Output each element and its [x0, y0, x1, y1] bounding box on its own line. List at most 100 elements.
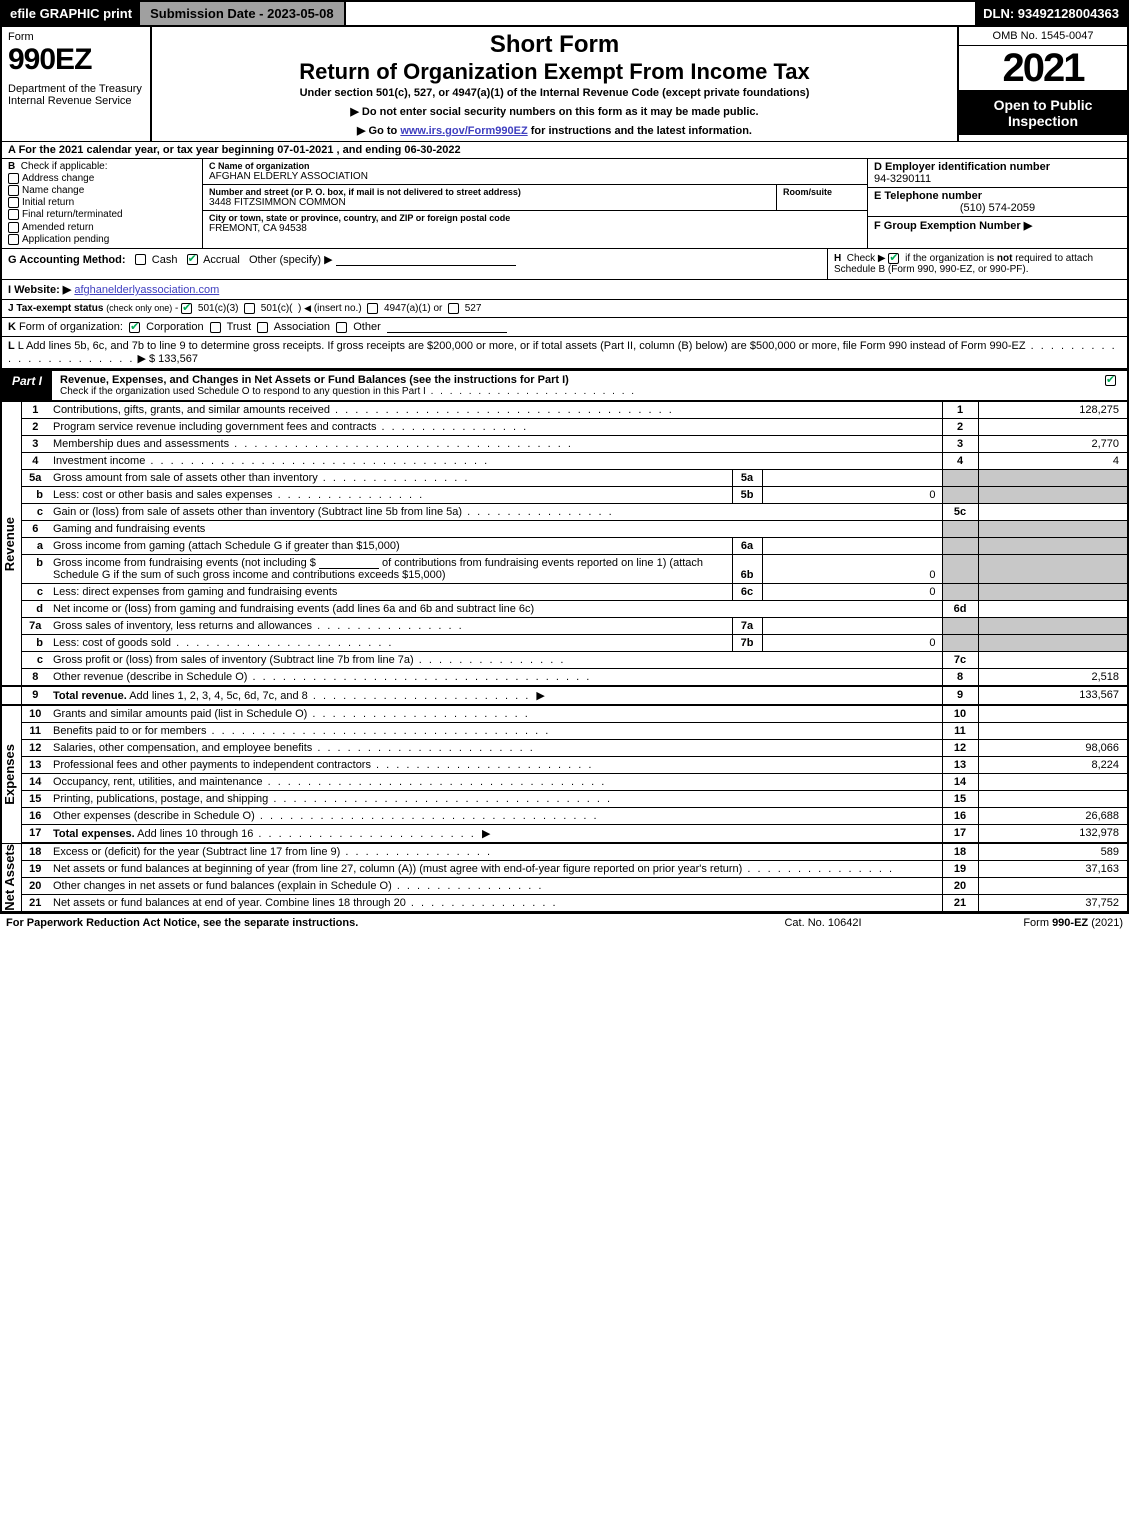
right-num-shade: [942, 635, 978, 652]
accounting-method: G Accounting Method: Cash Accrual Other …: [2, 249, 827, 279]
dln-label: DLN: 93492128004363: [975, 2, 1127, 25]
dots-icon: [273, 489, 425, 501]
right-val: [978, 774, 1128, 791]
org-name: AFGHAN ELDERLY ASSOCIATION: [209, 171, 861, 182]
checkbox-icon[interactable]: [336, 322, 347, 333]
checkbox-checked-icon[interactable]: [1105, 375, 1116, 386]
desc-text: Less: cost of goods sold: [53, 637, 171, 649]
inbox-value: [762, 618, 942, 635]
website-link[interactable]: afghanelderlyassociation.com: [74, 284, 219, 296]
department-label: Department of the Treasury Internal Reve…: [8, 83, 144, 107]
desc-text: Other revenue (describe in Schedule O): [53, 671, 247, 683]
checkbox-icon[interactable]: [135, 254, 146, 265]
checkbox-icon[interactable]: [210, 322, 221, 333]
line-6c: c Less: direct expenses from gaming and …: [1, 584, 1128, 601]
checkbox-checked-icon[interactable]: [181, 303, 192, 314]
dots-icon: [376, 421, 528, 433]
right-val: 133,567: [978, 686, 1128, 705]
form-word: Form: [8, 31, 144, 43]
row-i-website: I Website: ▶ afghanelderlyassociation.co…: [0, 279, 1129, 299]
right-val: [978, 601, 1128, 618]
dots-icon: [312, 620, 464, 632]
right-num: 17: [942, 825, 978, 844]
inbox-value: 0: [762, 487, 942, 504]
line-desc: Program service revenue including govern…: [49, 419, 942, 436]
checkbox-icon[interactable]: [8, 234, 19, 245]
top-bar: efile GRAPHIC print Submission Date - 20…: [0, 0, 1129, 25]
netassets-label: Net Assets: [2, 844, 17, 911]
header-left: Form 990EZ Department of the Treasury In…: [2, 27, 152, 141]
dots-icon: [414, 654, 566, 666]
right-num: 5c: [942, 504, 978, 521]
desc-text: Net assets or fund balances at beginning…: [53, 863, 742, 875]
lines-table: Revenue 1 Contributions, gifts, grants, …: [0, 402, 1129, 913]
dots-icon: [742, 863, 894, 875]
group-exemption-cell: F Group Exemption Number ▶: [868, 217, 1127, 234]
right-num: 1: [942, 402, 978, 419]
right-val: [978, 705, 1128, 723]
dots-icon: [406, 897, 558, 909]
open-to-public: Open to Public Inspection: [959, 90, 1127, 135]
dots-icon: [268, 793, 612, 805]
checkbox-icon[interactable]: [367, 303, 378, 314]
dots-icon: [312, 742, 534, 754]
form-number: 990EZ: [8, 43, 144, 77]
short-form-title: Short Form: [490, 31, 619, 59]
line-21: 21 Net assets or fund balances at end of…: [1, 895, 1128, 913]
room-cell: Room/suite: [777, 185, 867, 210]
checkbox-icon[interactable]: [448, 303, 459, 314]
right-num: 13: [942, 757, 978, 774]
right-val: [978, 791, 1128, 808]
l-text: L Add lines 5b, 6c, and 7b to line 9 to …: [18, 340, 1026, 352]
opt-final-return: Final return/terminated: [8, 209, 196, 220]
line-number: c: [21, 584, 49, 601]
header-right: OMB No. 1545-0047 2021 Open to Public In…: [957, 27, 1127, 141]
right-num-shade: [942, 521, 978, 538]
checkbox-icon[interactable]: [244, 303, 255, 314]
tax-year: 2021: [959, 46, 1127, 90]
line-1: Revenue 1 Contributions, gifts, grants, …: [1, 402, 1128, 419]
checkbox-icon[interactable]: [8, 173, 19, 184]
line-number: 9: [21, 686, 49, 705]
line-desc: Net assets or fund balances at end of ye…: [49, 895, 942, 913]
part-1-sub: Check if the organization used Schedule …: [60, 386, 1079, 397]
dots-icon: [308, 690, 530, 702]
checkbox-icon[interactable]: [8, 209, 19, 220]
checkbox-icon[interactable]: [8, 222, 19, 233]
dots-icon: [229, 438, 573, 450]
dots-icon: [330, 404, 674, 416]
irs-link[interactable]: www.irs.gov/Form990EZ: [400, 125, 527, 137]
dots-icon: [145, 455, 489, 467]
efile-label[interactable]: efile GRAPHIC print: [2, 2, 140, 25]
paperwork-notice: For Paperwork Reduction Act Notice, see …: [6, 917, 723, 929]
no-ssn-warning: ▶ Do not enter social security numbers o…: [350, 105, 758, 118]
line-desc: Less: cost of goods sold: [49, 635, 732, 652]
inbox-value: 0: [762, 635, 942, 652]
line-3: 3 Membership dues and assessments 3 2,77…: [1, 436, 1128, 453]
right-num-shade: [942, 487, 978, 504]
checkbox-checked-icon[interactable]: [187, 254, 198, 265]
right-val: [978, 878, 1128, 895]
line-number: 3: [21, 436, 49, 453]
line-number: b: [21, 487, 49, 504]
inbox-value: 0: [762, 584, 942, 601]
checkbox-icon[interactable]: [257, 322, 268, 333]
row-l-gross-receipts: L L Add lines 5b, 6c, and 7b to line 9 t…: [0, 336, 1129, 370]
checkbox-checked-icon[interactable]: [129, 322, 140, 333]
line-number: 11: [21, 723, 49, 740]
accrual-label: Accrual: [203, 254, 240, 266]
line-desc: Other expenses (describe in Schedule O): [49, 808, 942, 825]
city-cell: City or town, state or province, country…: [203, 211, 867, 236]
right-num: 14: [942, 774, 978, 791]
right-num: 20: [942, 878, 978, 895]
right-num-shade: [942, 584, 978, 601]
checkbox-icon[interactable]: [8, 197, 19, 208]
org-name-cell: C Name of organization AFGHAN ELDERLY AS…: [203, 159, 867, 185]
checkbox-icon[interactable]: [8, 185, 19, 196]
line-number: b: [21, 635, 49, 652]
dots-icon: [340, 846, 492, 858]
line-6b: b Gross income from fundraising events (…: [1, 555, 1128, 584]
checkbox-checked-icon[interactable]: [888, 253, 899, 264]
line-number: 13: [21, 757, 49, 774]
line-desc: Other changes in net assets or fund bala…: [49, 878, 942, 895]
